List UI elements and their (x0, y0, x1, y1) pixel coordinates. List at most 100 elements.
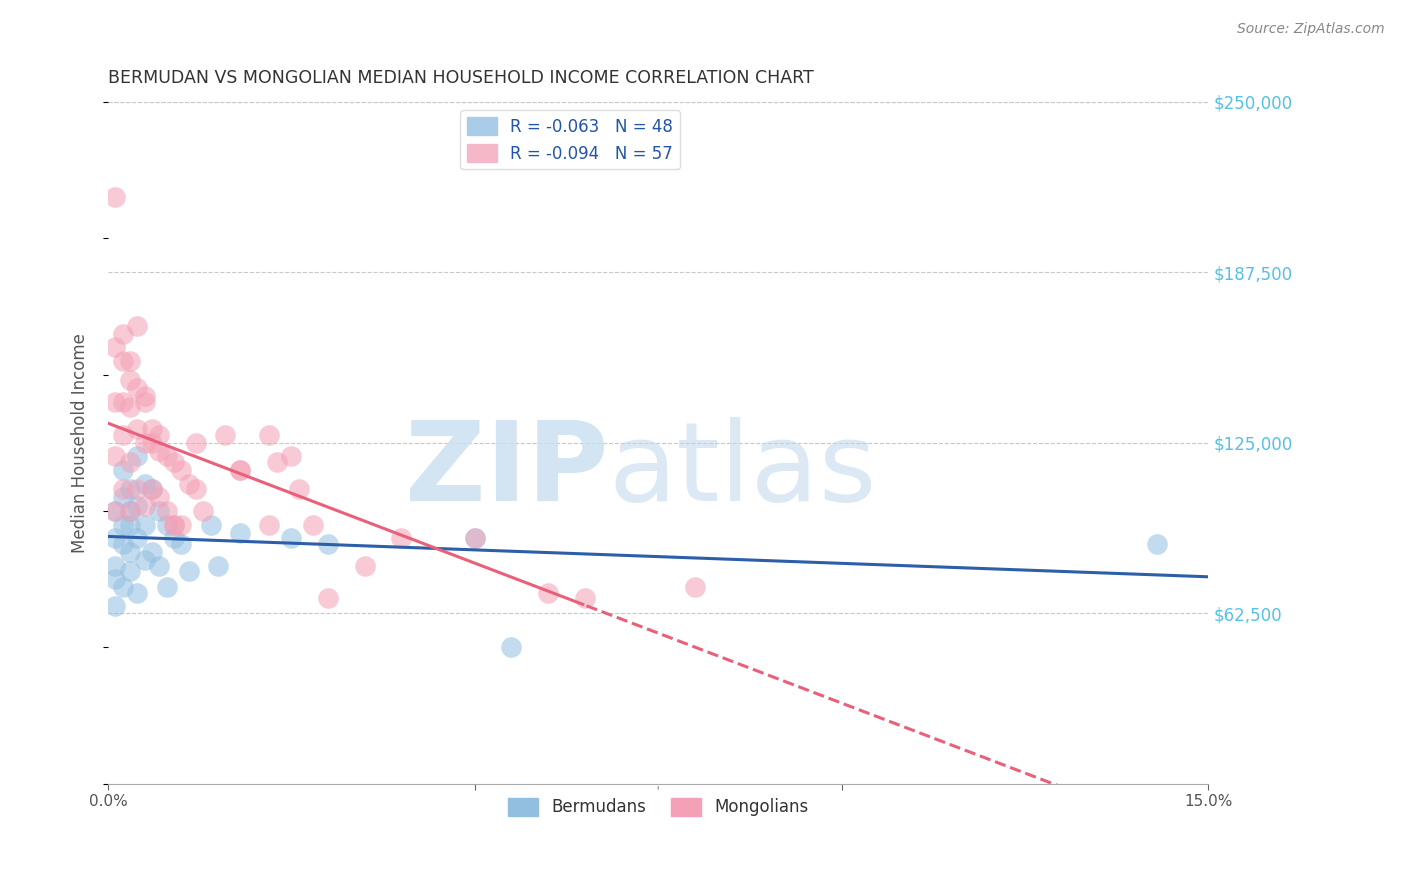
Point (141, 545, 163, 559)
Point (287, 482, 309, 496)
Point (353, 558, 375, 573)
Point (104, 531, 127, 545)
Point (104, 190, 127, 204)
Point (127, 318, 149, 333)
Point (118, 504, 141, 518)
Point (141, 482, 163, 496)
Y-axis label: Median Household Income: Median Household Income (72, 333, 89, 553)
Point (316, 537, 339, 551)
Point (134, 553, 156, 567)
Point (156, 581, 179, 595)
Point (163, 517, 186, 532)
Point (134, 395, 156, 409)
Point (104, 504, 127, 518)
Point (464, 531, 486, 545)
Point (111, 537, 134, 551)
Point (111, 581, 134, 595)
Point (111, 326, 134, 341)
Point (1146, 537, 1168, 551)
Point (163, 455, 186, 469)
Point (184, 435, 207, 450)
Point (104, 504, 127, 518)
Point (104, 572, 127, 586)
Point (193, 504, 215, 518)
Point (127, 531, 149, 545)
Point (148, 427, 170, 442)
Point (104, 558, 127, 573)
Point (134, 435, 156, 450)
Point (134, 476, 156, 491)
Point (118, 564, 141, 578)
Point (104, 599, 127, 614)
Point (111, 354, 134, 368)
Point (148, 444, 170, 458)
Text: atlas: atlas (609, 417, 877, 524)
Point (170, 537, 193, 551)
Point (111, 463, 134, 477)
Point (118, 545, 141, 559)
Point (259, 427, 281, 442)
Point (266, 455, 288, 469)
Point (127, 381, 149, 395)
Point (214, 427, 236, 442)
Point (118, 455, 141, 469)
Point (134, 389, 156, 403)
Point (163, 531, 186, 545)
Point (134, 499, 156, 513)
Point (118, 482, 141, 496)
Point (111, 491, 134, 505)
Point (104, 395, 127, 409)
Point (141, 435, 163, 450)
Point (127, 499, 149, 513)
Point (111, 482, 134, 496)
Point (127, 422, 149, 436)
Point (229, 463, 252, 477)
Point (118, 373, 141, 387)
Point (184, 482, 207, 496)
Text: Source: ZipAtlas.com: Source: ZipAtlas.com (1237, 22, 1385, 37)
Point (259, 517, 281, 532)
Point (134, 517, 156, 532)
Point (170, 463, 193, 477)
Point (537, 586, 560, 600)
Text: BERMUDAN VS MONGOLIAN MEDIAN HOUSEHOLD INCOME CORRELATION CHART: BERMUDAN VS MONGOLIAN MEDIAN HOUSEHOLD I… (108, 69, 814, 87)
Point (104, 450, 127, 464)
Point (141, 422, 163, 436)
Point (104, 340, 127, 354)
Point (200, 517, 222, 532)
Point (280, 531, 302, 545)
Point (127, 450, 149, 464)
Point (148, 558, 170, 573)
Point (207, 558, 229, 573)
Point (163, 517, 186, 532)
Point (229, 463, 252, 477)
Point (127, 482, 149, 496)
Point (118, 401, 141, 415)
Point (118, 354, 141, 368)
Point (683, 581, 706, 595)
Point (111, 427, 134, 442)
Point (118, 504, 141, 518)
Point (177, 564, 200, 578)
Point (170, 517, 193, 532)
Point (391, 531, 413, 545)
Point (141, 482, 163, 496)
Legend: Bermudans, Mongolians: Bermudans, Mongolians (501, 791, 815, 823)
Point (156, 504, 179, 518)
Point (111, 395, 134, 409)
Point (148, 504, 170, 518)
Point (127, 586, 149, 600)
Point (229, 525, 252, 540)
Point (156, 517, 179, 532)
Point (316, 591, 339, 606)
Point (156, 450, 179, 464)
Point (464, 531, 486, 545)
Point (118, 517, 141, 532)
Point (148, 491, 170, 505)
Point (177, 476, 200, 491)
Point (501, 640, 523, 655)
Text: ZIP: ZIP (405, 417, 609, 524)
Point (280, 450, 302, 464)
Point (111, 517, 134, 532)
Point (302, 517, 325, 532)
